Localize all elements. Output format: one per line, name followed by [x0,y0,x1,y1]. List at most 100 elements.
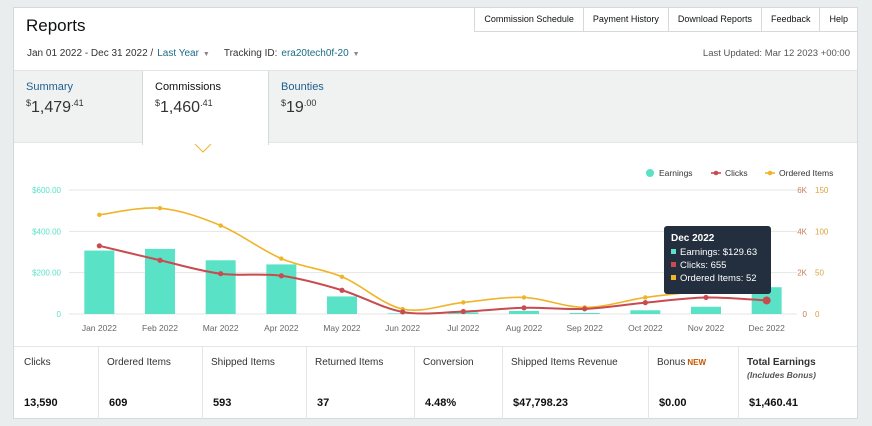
clicks-point [218,271,224,277]
clicks-point [762,296,771,305]
stats-bar: Clicks 13,590 Ordered Items 609 Shipped … [14,346,857,419]
bar [205,260,236,314]
clicks-point [582,306,588,312]
tab-commissions-amount: $1,460.41 [155,98,213,116]
tooltip-clicks: Clicks: 655 [671,259,764,272]
stat-ordered-items: Ordered Items 609 [98,347,202,419]
y-right-tick-label: 4K [797,227,807,236]
x-tick-label: Jun 2022 [385,323,420,333]
clicks-point [460,308,466,315]
stat-shipped-revenue: Shipped Items Revenue $47,798.23 [502,347,648,419]
x-tick-label: Jul 2022 [447,323,479,333]
y-right2-tick-label: 100 [815,227,829,236]
reports-panel: Reports Commission Schedule Payment Hist… [13,7,858,419]
legend-label: Clicks [725,168,748,178]
legend-swatch [767,170,773,176]
stat-bonus: Bonus NEW $0.00 [648,347,738,419]
tab-commissions-label: Commissions [155,81,222,93]
stat-shipped-items: Shipped Items 593 [202,347,306,419]
stat-value: 37 [317,397,330,409]
stat-value: $47,798.23 [513,397,569,409]
stat-label: Bonus NEW [657,357,707,368]
clicks-line [99,244,767,315]
y-tick-label: $600.00 [32,186,61,195]
stat-note: (Includes Bonus) [747,370,816,380]
bar [630,310,661,314]
x-tick-label: Feb 2022 [142,323,178,333]
feedback-link[interactable]: Feedback [761,7,821,32]
ordered-items-point [521,295,527,300]
tracking-dropdown[interactable]: era20tech0f-20 ▼ [281,48,359,59]
bar [569,312,600,314]
y-right2-tick-label: 150 [815,186,829,195]
ordered-items-point [461,300,466,305]
bar [509,310,539,314]
y-right-tick-label: 6K [797,186,807,195]
ordered-items-point [97,212,102,217]
summary-tabs: Summary $1,479.41 Commissions $1,460.41 … [14,70,857,145]
clicks-point [96,243,102,249]
stat-total-earnings: Total Earnings (Includes Bonus) $1,460.41 [738,347,857,419]
clicks-point [703,294,709,301]
tab-pointer [194,143,212,153]
chevron-down-icon: ▼ [202,51,210,58]
payment-history-link[interactable]: Payment History [583,7,669,32]
y-tick-label: $200.00 [32,269,61,278]
y-right-tick-label: 0 [803,310,808,319]
legend-label: Ordered Items [779,168,833,178]
x-tick-label: May 2022 [323,323,361,333]
stat-value: 4.48% [425,397,457,409]
x-tick-label: Jan 2022 [82,323,117,333]
x-tick-label: Mar 2022 [203,323,239,333]
clicks-point [339,287,345,293]
tooltip-ordered-items: Ordered Items: 52 [671,272,764,285]
x-tick-label: Aug 2022 [506,323,543,333]
stat-label: Shipped Items [211,357,275,368]
chart-svg: $600.00 6K 150$400.00 4K 100$200.00 2K 500 0 0Ja… [32,143,833,333]
y-right2-tick-label: 50 [815,269,824,278]
tab-summary[interactable]: Summary $1,479.41 [14,71,132,144]
filter-bar: Jan 01 2022 - Dec 31 2022 / Last Year ▼ T… [27,48,360,59]
stat-label: Total Earnings (Includes Bonus) [747,357,850,380]
stat-conversion: Conversion 4.48% [414,347,502,419]
stat-label: Returned Items [315,357,384,368]
tab-commissions[interactable]: Commissions $1,460.41 [142,71,269,145]
tooltip-title: Dec 2022 [671,233,715,244]
ordered-items-point [279,256,284,261]
tab-summary-label: Summary [26,81,74,93]
stat-value: 609 [109,397,128,409]
clicks-point [642,300,648,306]
download-reports-link[interactable]: Download Reports [668,7,762,32]
clicks-point [157,257,163,263]
earnings-chart: $600.00 6K 150 $400.00 4K 100 $200.00 2K 50 0 0 0 Ja… [14,143,857,344]
tab-bounties[interactable]: Bounties $19.00 [269,71,379,144]
ordered-items-point [339,274,345,279]
legend-swatch [646,169,654,177]
ordered-items-point [643,295,648,300]
stat-clicks: Clicks 13,590 [14,347,98,419]
clicks-point [278,273,284,279]
stat-value: $1,460.41 [749,397,798,409]
last-updated: Last Updated: Mar 12 2023 +00:00 [702,48,850,59]
ordered-items-point [218,223,223,228]
page-title: Reports [26,16,86,35]
y-tick-label: 0 [57,310,62,319]
period-dropdown[interactable]: Last Year ▼ [157,48,210,59]
y-right-tick-label: 2K [797,269,807,278]
tracking-label: Tracking ID: [223,48,278,59]
help-link[interactable]: Help [820,7,858,32]
x-tick-label: Nov 2022 [688,323,725,333]
x-tick-label: Oct 2022 [628,323,663,333]
tab-bounties-amount: $19.00 [281,98,317,116]
stat-returned-items: Returned Items 37 [306,347,414,419]
stat-label: Shipped Items Revenue [511,357,618,368]
legend-label: Earnings [659,168,693,178]
bar [327,296,357,314]
top-nav: Commission Schedule Payment History Down… [474,7,858,32]
tab-bounties-label: Bounties [281,81,324,93]
ordered-items-point [157,205,163,211]
clicks-point [521,305,527,311]
commission-schedule-link[interactable]: Commission Schedule [474,7,584,32]
stat-value: 593 [213,397,232,409]
x-tick-label: Apr 2022 [264,323,299,333]
